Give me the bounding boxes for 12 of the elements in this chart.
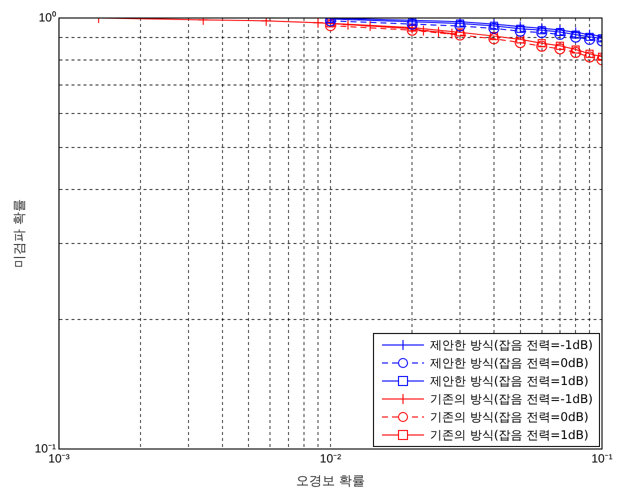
y-tick-label: 10⁰ bbox=[38, 10, 56, 24]
legend-label: 제안한 방식(잡음 전력=-1dB) bbox=[430, 336, 593, 354]
x-tick-label: 10⁻² bbox=[320, 452, 342, 466]
y-axis-title: 미검파 확률 bbox=[11, 199, 26, 268]
legend-label: 제안한 방식(잡음 전력=0dB) bbox=[430, 354, 589, 372]
legend-label: 제안한 방식(잡음 전력=1dB) bbox=[430, 372, 589, 390]
legend-label: 기존의 방식(잡음 전력=1dB) bbox=[430, 426, 589, 444]
x-tick-label: 10⁻¹ bbox=[591, 452, 613, 466]
legend-label: 기존의 방식(잡음 전력=-1dB) bbox=[430, 390, 593, 408]
x-axis-title: 오경보 확률 bbox=[296, 472, 365, 488]
x-tick-label: 10⁻³ bbox=[48, 452, 70, 466]
legend-label: 기존의 방식(잡음 전력=0dB) bbox=[430, 408, 589, 426]
